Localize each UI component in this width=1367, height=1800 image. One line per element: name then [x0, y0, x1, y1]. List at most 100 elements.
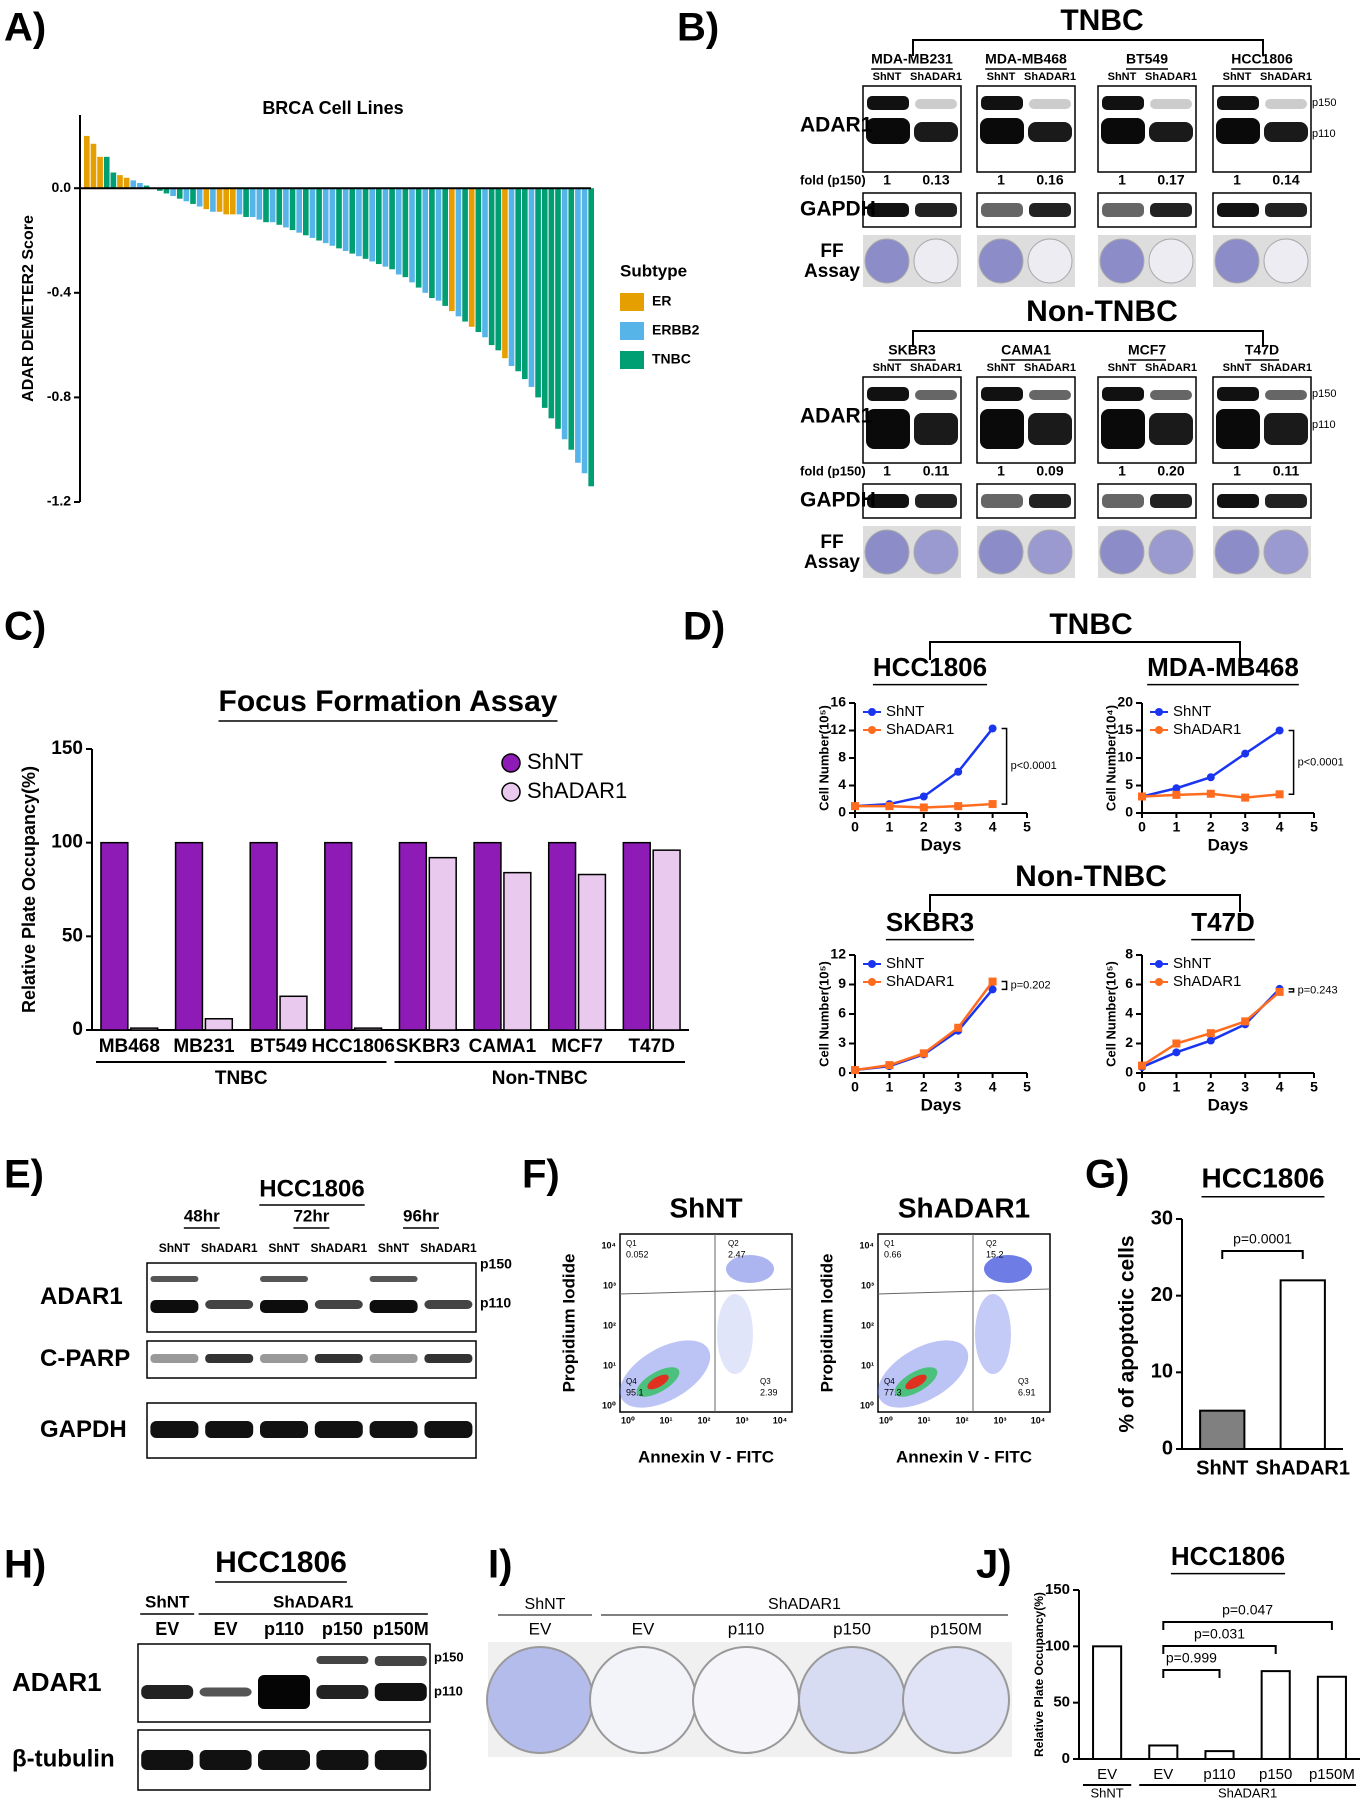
band	[1150, 99, 1192, 109]
y-tick-label: 10⁰	[602, 1400, 616, 1410]
bar	[123, 177, 130, 189]
significance-bracket	[1001, 727, 1008, 805]
significance-bracket	[1162, 1669, 1221, 1678]
time-label: 96hr	[403, 1206, 439, 1225]
lane-label: p150	[322, 1619, 363, 1639]
quadrant-value: 0.66	[884, 1249, 902, 1259]
x-tick-label: 10⁴	[773, 1415, 787, 1425]
blot	[146, 1262, 477, 1333]
panel-label: C)	[4, 605, 46, 649]
band	[981, 96, 1023, 110]
bar	[449, 188, 455, 312]
chart-title: T47D	[1191, 907, 1255, 937]
lane-label: p150M	[373, 1619, 429, 1639]
bar	[522, 188, 528, 380]
band	[424, 1354, 473, 1363]
band	[1265, 494, 1307, 508]
band	[980, 118, 1024, 144]
x-tick-label: 10³	[735, 1415, 748, 1425]
fold-value: 1	[1233, 463, 1241, 479]
y-axis-label: Relative Plate Occupancy(%)	[19, 766, 39, 1013]
y-tick-label: 0.0	[52, 179, 72, 195]
bar	[503, 871, 532, 1031]
x-tick-label: 10⁴	[1031, 1415, 1045, 1425]
legend-label: TNBC	[652, 351, 691, 367]
event-cloud	[984, 1255, 1032, 1283]
group-label: ShNT	[525, 1596, 566, 1613]
band	[369, 1354, 418, 1363]
bar	[316, 188, 322, 241]
panel-label: J)	[976, 1543, 1012, 1587]
band	[199, 1750, 252, 1770]
bar	[415, 188, 422, 288]
group-title: TNBC	[1049, 608, 1132, 641]
point	[1206, 789, 1215, 798]
y-tick-label: 8	[1125, 946, 1133, 962]
band	[316, 1685, 369, 1699]
fold-value: 0.14	[1272, 172, 1299, 188]
band	[1265, 203, 1307, 217]
legend-label: ShNT	[1173, 703, 1211, 720]
significance-label: p=0.999	[1166, 1650, 1217, 1666]
y-tick-label: 10²	[603, 1320, 616, 1330]
y-tick-label: 100	[1045, 1637, 1070, 1654]
cell-line-name: BT549	[1126, 51, 1168, 67]
x-tick-label: 2	[920, 1079, 928, 1095]
point	[1138, 792, 1146, 801]
bar	[183, 188, 190, 202]
ff-plate	[1214, 529, 1260, 575]
band-label: p150	[1312, 388, 1336, 400]
bar	[256, 188, 263, 220]
y-tick-label: 4	[1125, 1005, 1133, 1021]
fold-value: 1	[1118, 172, 1126, 188]
x-tick-label: 0	[851, 1079, 859, 1095]
fold-value: 1	[883, 172, 891, 188]
quadrant-name: Q2	[986, 1239, 997, 1248]
fold-value: 0.16	[1036, 172, 1063, 188]
point	[919, 792, 928, 801]
x-tick-label: 1	[1173, 1079, 1181, 1095]
plate	[692, 1646, 800, 1754]
band	[374, 1683, 427, 1701]
band-label: p110	[480, 1295, 511, 1311]
cell-line-name: MDA-MB468	[985, 51, 1067, 67]
band	[915, 203, 957, 217]
series-line	[1141, 988, 1281, 1069]
group-bracket	[929, 641, 1241, 660]
bar	[289, 188, 296, 231]
y-tick-label: -0.8	[47, 388, 71, 404]
x-tick-label: CAMA1	[469, 1036, 537, 1057]
bar	[362, 188, 369, 259]
significance-label: p=0.0001	[1233, 1231, 1292, 1247]
x-tick-label: MB231	[173, 1036, 235, 1057]
band	[258, 1750, 310, 1770]
x-tick-label: 4	[989, 819, 997, 835]
band	[260, 1421, 308, 1438]
row-label: FF	[820, 532, 843, 553]
bar	[170, 188, 176, 197]
legend-marker	[868, 726, 876, 734]
y-tick-label: 10	[1117, 749, 1133, 765]
panel-label: B)	[677, 6, 719, 50]
band-label: p110	[434, 1683, 463, 1698]
lane-label: ShADAR1	[1145, 71, 1197, 83]
x-tick-label: 1	[886, 819, 894, 835]
band	[316, 1656, 369, 1664]
fold-value: 1	[1118, 463, 1126, 479]
fold-value: 0.20	[1157, 463, 1184, 479]
group-label: TNBC	[215, 1068, 268, 1089]
bar	[279, 995, 308, 1031]
cell-line-name: MCF7	[1128, 342, 1166, 358]
band	[867, 387, 909, 401]
panel-label: H)	[4, 1543, 46, 1587]
point	[919, 803, 928, 812]
point	[988, 800, 997, 809]
bar	[409, 188, 415, 283]
x-tick-label: 10³	[993, 1415, 1006, 1425]
bar	[588, 188, 594, 487]
bar	[353, 1027, 383, 1031]
ff-plate	[913, 529, 959, 575]
quadrant-value: 0.052	[626, 1249, 649, 1259]
bar	[547, 841, 577, 1031]
ff-plate	[864, 529, 910, 575]
